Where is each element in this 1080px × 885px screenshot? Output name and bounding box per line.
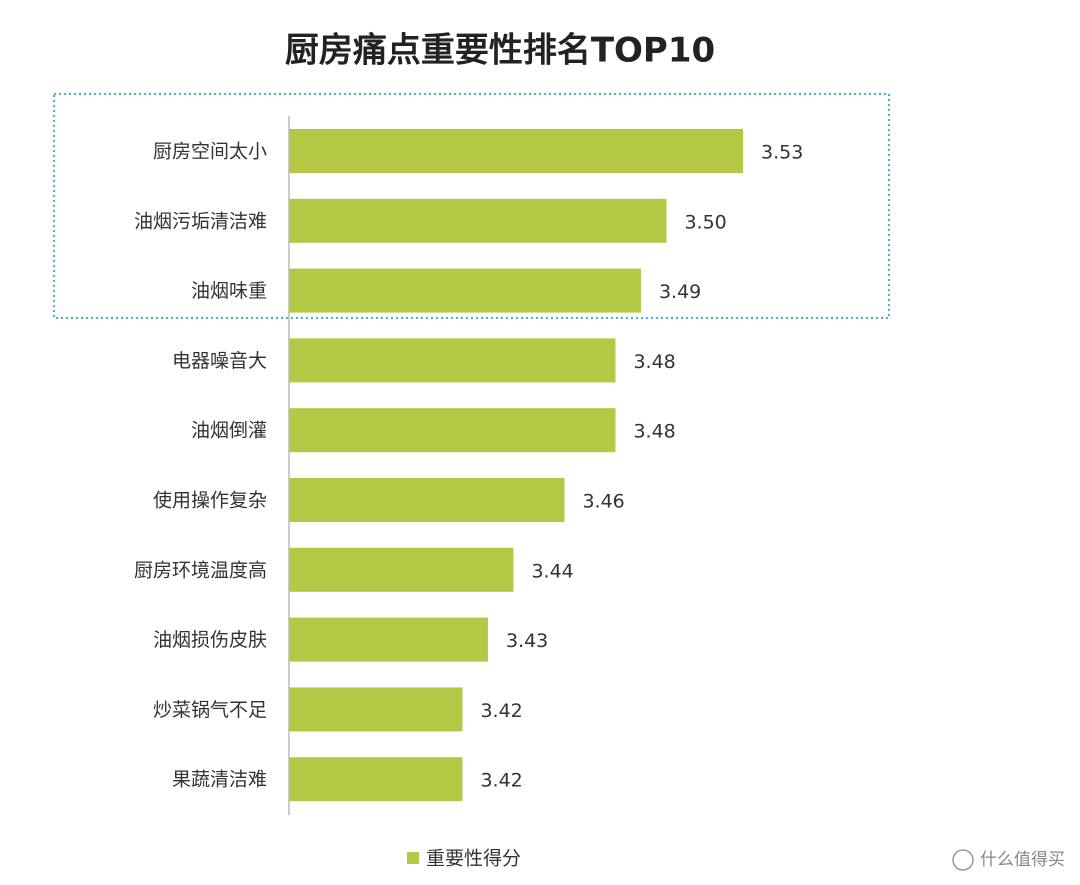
category-label: 油烟污垢清洁难 xyxy=(134,210,267,232)
value-label: 3.49 xyxy=(659,281,701,303)
bar xyxy=(289,338,616,383)
value-label: 3.44 xyxy=(531,560,573,582)
value-label: 3.48 xyxy=(633,421,675,443)
legend-label: 重要性得分 xyxy=(426,848,521,870)
bar xyxy=(289,687,463,732)
chart-title: 厨房痛点重要性排名TOP10 xyxy=(285,31,715,71)
value-label: 3.53 xyxy=(761,142,803,164)
highlight-box xyxy=(53,93,890,319)
category-label: 油烟味重 xyxy=(191,280,267,302)
bar xyxy=(289,408,616,453)
category-label: 厨房空间太小 xyxy=(153,141,267,163)
bar xyxy=(289,757,463,802)
category-label: 果蔬清洁难 xyxy=(172,769,267,791)
category-label: 油烟损伤皮肤 xyxy=(153,629,267,651)
category-label: 油烟倒灌 xyxy=(191,420,267,442)
category-label: 厨房环境温度高 xyxy=(134,559,267,581)
value-label: 3.42 xyxy=(480,770,522,792)
bar xyxy=(289,547,514,592)
value-label: 3.48 xyxy=(633,351,675,373)
category-label: 炒菜锅气不足 xyxy=(153,699,267,721)
bar xyxy=(289,617,488,662)
category-label: 电器噪音大 xyxy=(172,350,267,372)
bar xyxy=(289,129,743,173)
value-label: 3.46 xyxy=(582,491,624,513)
bar xyxy=(289,268,641,313)
value-label: 3.50 xyxy=(684,211,726,233)
category-label: 使用操作复杂 xyxy=(153,490,267,512)
value-label: 3.43 xyxy=(506,630,548,652)
value-label: 3.42 xyxy=(480,700,522,722)
bar xyxy=(289,478,565,522)
watermark-text: 什么值得买 xyxy=(980,850,1065,870)
legend-swatch xyxy=(407,852,419,864)
bar xyxy=(289,198,667,243)
watermark-icon xyxy=(952,849,974,871)
watermark: 什么值得买 xyxy=(952,849,1065,871)
